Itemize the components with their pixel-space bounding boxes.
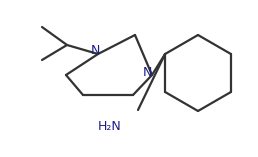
- Text: N: N: [142, 65, 152, 78]
- Text: N: N: [90, 44, 100, 57]
- Text: H₂N: H₂N: [98, 121, 122, 133]
